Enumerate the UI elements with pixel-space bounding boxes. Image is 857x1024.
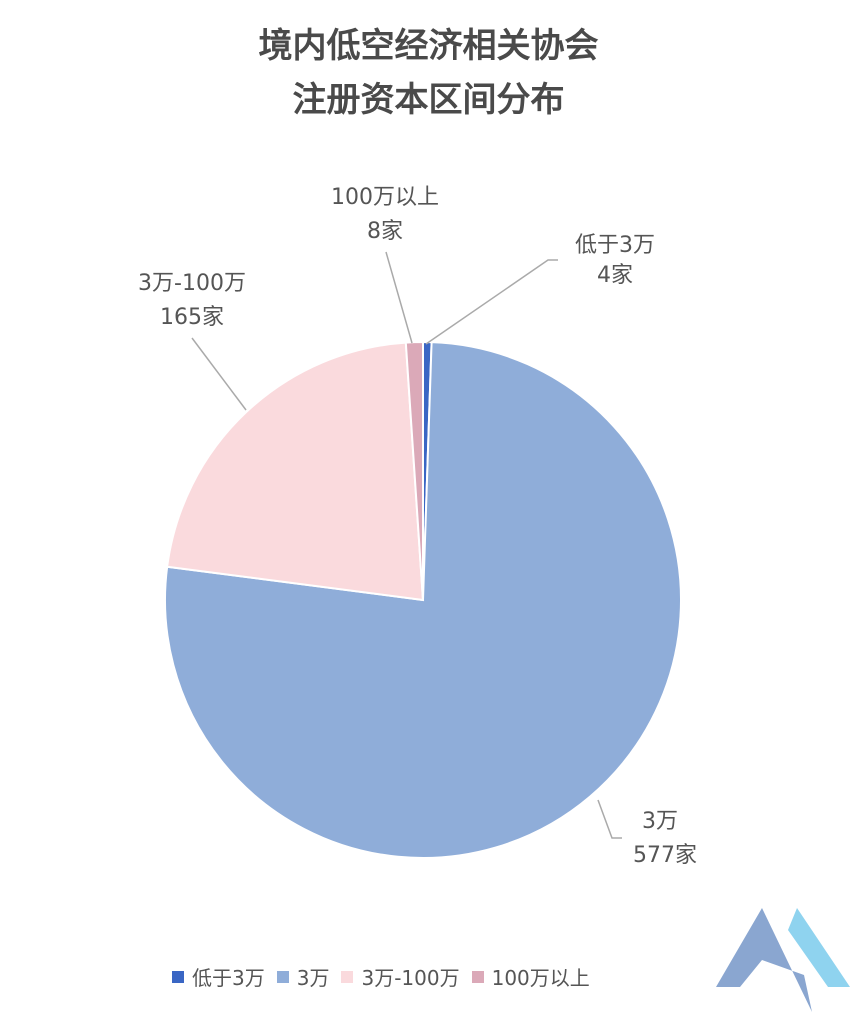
chart-title-line-1: 境内低空经济相关协会 <box>258 26 599 66</box>
logo-shape-right <box>788 908 850 987</box>
legend-swatch <box>276 970 289 983</box>
logo <box>716 908 850 1012</box>
logo-shape-left <box>716 908 812 1012</box>
legend-swatch <box>471 970 484 983</box>
leader-line-3万 <box>597 799 622 839</box>
legend-swatch <box>172 970 184 983</box>
data-label-name-100万以上: 100万以上 <box>331 185 439 210</box>
legend-item-低于3万: 低于3万 <box>172 962 265 991</box>
data-label-value-低于3万: 4家 <box>597 263 633 288</box>
legend-label: 3万-100万 <box>361 966 460 990</box>
data-label-name-3万-100万: 3万-100万 <box>138 271 246 296</box>
legend-label: 3万 <box>296 966 330 990</box>
data-label-value-3万-100万: 165家 <box>160 305 224 330</box>
legend-label: 100万以上 <box>491 966 590 990</box>
legend-label: 低于3万 <box>192 966 265 990</box>
leader-line-低于3万 <box>425 259 558 345</box>
legend-item-3万: 3万 <box>276 962 330 991</box>
chart-title-line-2: 注册资本区间分布 <box>292 80 565 120</box>
legend-item-100万以上: 100万以上 <box>471 962 590 991</box>
legend: 低于3万 3万 3万-100万 100万以上 <box>172 962 602 991</box>
data-label-value-100万以上: 8家 <box>367 219 403 244</box>
leader-line-100万以上 <box>385 251 413 344</box>
leader-line-3万-100万 <box>191 337 247 411</box>
pie-slice-100万以上 <box>404 340 424 601</box>
data-label-name-3万: 3万 <box>642 809 678 834</box>
pie-slice-3万-100万 <box>166 341 425 602</box>
legend-item-3万-100万: 3万-100万 <box>341 962 460 991</box>
data-label-name-低于3万: 低于3万 <box>575 233 655 258</box>
data-label-value-3万: 577家 <box>633 843 697 868</box>
legend-swatch <box>341 970 354 983</box>
